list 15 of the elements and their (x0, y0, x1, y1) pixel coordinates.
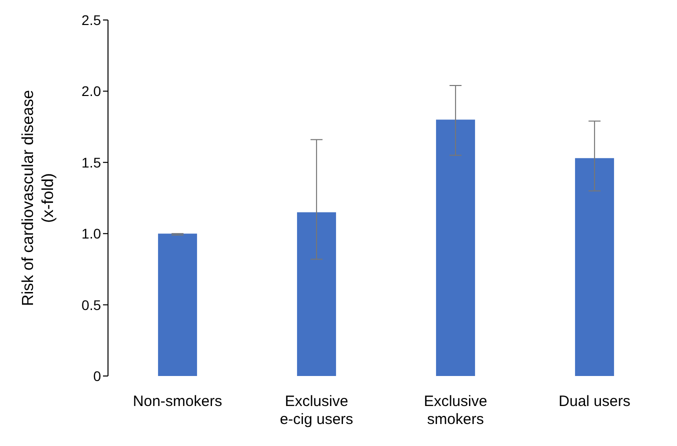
y-tick-label: 2.5 (82, 12, 102, 28)
x-tick-label: Exclusive e-cig users (280, 393, 354, 428)
bar (297, 212, 336, 376)
bar (575, 158, 614, 376)
x-tick-label: Exclusive smokers (424, 393, 488, 428)
bar (158, 234, 198, 376)
y-axis-title: Risk of cardiovascular disease (x-fold) (20, 90, 57, 306)
y-tick-label: 1.5 (82, 154, 102, 170)
y-tick-label: 0.5 (82, 296, 102, 313)
x-tick-label: Dual users (558, 393, 630, 410)
y-tick-label: 0 (93, 368, 102, 384)
y-tick-label: 1.0 (82, 226, 102, 242)
y-tick-label: 2.0 (82, 83, 102, 100)
x-tick-label: Non-smokers (132, 393, 222, 410)
bar (436, 120, 476, 376)
